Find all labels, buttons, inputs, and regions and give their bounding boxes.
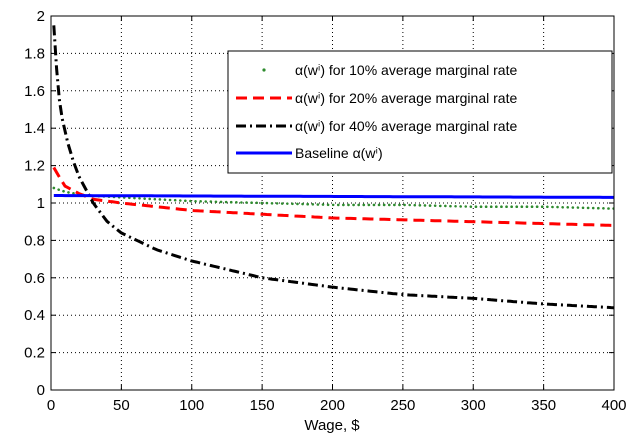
ticks: [50, 15, 615, 391]
y-tick-labels: 0 0.2 0.4 0.6 0.8 1 1.2 1.4 1.6 1.8 2: [24, 8, 45, 399]
series-line-1: [52, 186, 614, 210]
x-tick-label: 200: [320, 397, 345, 414]
legend-label-4: Baseline α(wⁱ): [295, 145, 383, 161]
x-tick-label: 150: [250, 397, 275, 414]
legend-label-1: α(wⁱ) for 10% average marginal rate: [295, 62, 517, 78]
legend-marker-1: [262, 68, 266, 72]
y-tick-label: 0.2: [24, 345, 45, 362]
x-tick-label: 100: [179, 397, 204, 414]
y-tick-label: 0.4: [24, 307, 45, 324]
y-tick-label: 1.2: [24, 158, 45, 175]
y-tick-label: 0: [37, 382, 45, 399]
series-group: [52, 25, 614, 310]
x-tick-label: 0: [47, 397, 55, 414]
y-tick-label: 2: [37, 8, 45, 25]
legend: α(wⁱ) for 10% average marginal rate α(wⁱ)…: [227, 50, 613, 174]
x-tick-label: 250: [390, 397, 415, 414]
x-tick-label: 400: [601, 397, 626, 414]
legend-label-3: α(wⁱ) for 40% average marginal rate: [295, 118, 517, 134]
x-tick-labels: 0 50 100 150 200 250 300 350 400: [47, 397, 627, 414]
y-tick-label: 1: [37, 195, 45, 212]
y-tick-label: 1.8: [24, 45, 45, 62]
x-tick-label: 350: [531, 397, 556, 414]
y-tick-label: 0.6: [24, 270, 45, 287]
series-line-2: [52, 166, 614, 227]
y-tick-label: 1.6: [24, 83, 45, 100]
x-axis-label: Wage, $: [304, 417, 360, 433]
series-line-3: [52, 25, 614, 310]
x-tick-label: 50: [113, 397, 130, 414]
y-tick-label: 0.8: [24, 232, 45, 249]
y-tick-label: 1.4: [24, 120, 45, 137]
legend-label-2: α(wⁱ) for 20% average marginal rate: [295, 90, 517, 106]
legend-items: α(wⁱ) for 10% average marginal rate α(wⁱ)…: [236, 62, 517, 161]
series-line-4: [53, 194, 614, 199]
x-tick-label: 300: [461, 397, 486, 414]
